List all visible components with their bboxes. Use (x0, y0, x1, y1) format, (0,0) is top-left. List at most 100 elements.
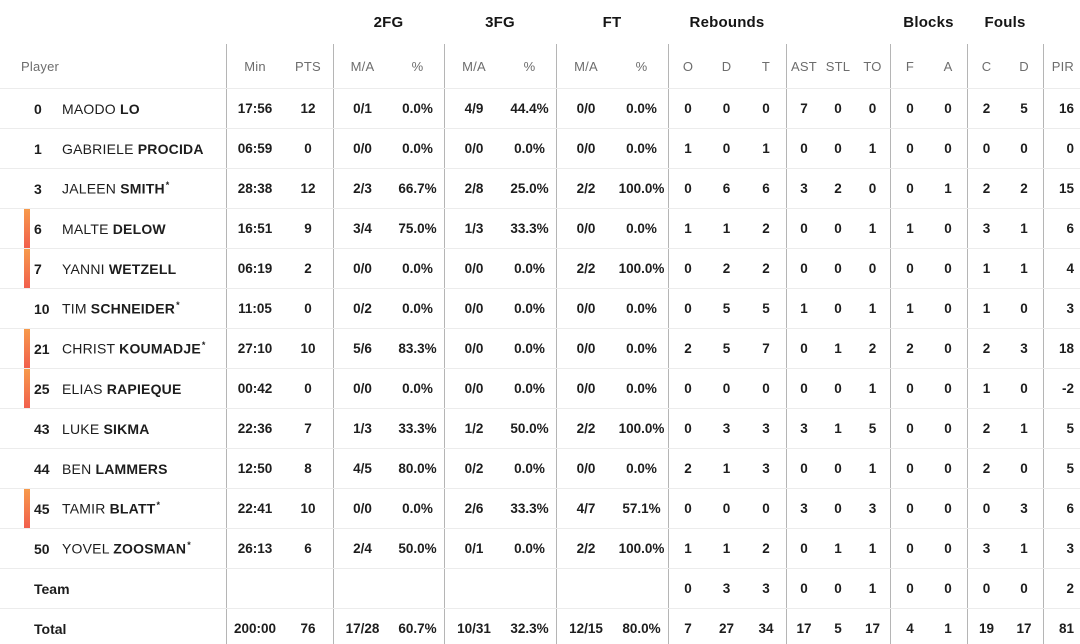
stat-pir: 0 (1043, 129, 1080, 168)
stat-pts: 0 (304, 141, 312, 156)
stat-stl: 2 (834, 181, 842, 196)
player-row[interactable]: 0 MAODO LO 17:56 12 0/1 0.0% 4/9 44.4% 0/0 0.0% 0 0… (0, 88, 1080, 128)
on-court-indicator (24, 489, 30, 528)
jersey-number: 3 (34, 180, 42, 197)
stat-fg2-ma: 1/3 (333, 409, 391, 448)
stat-ft-pct (615, 569, 668, 608)
stat-fg3-pct (503, 569, 556, 608)
stat-blk-a: 0 (944, 581, 952, 596)
jersey-number: 1 (34, 140, 42, 157)
stat-min: 200:00 (226, 609, 283, 644)
col-header-reb-d: D (721, 58, 732, 74)
stat-ft-ma: 0/0 (556, 449, 615, 488)
jersey-number: 10 (34, 300, 50, 317)
stat-ast: 0 (786, 569, 821, 608)
player-row[interactable]: 21 CHRIST KOUMADJE* 27:10 10 5/6 83.3% 0/0 0.0%… (0, 328, 1080, 368)
player-name[interactable]: YOVEL ZOOSMAN* (62, 540, 191, 557)
stat-fg2-ma: 3/4 (333, 209, 391, 248)
player-row[interactable]: 10 TIM SCHNEIDER* 11:05 0 0/2 0.0% 0/0 0.0% 0/0 0… (0, 288, 1080, 328)
player-row[interactable]: 7 YANNI WETZELL 06:19 2 0/0 0.0% 0/0 0.0% 2/2 100… (0, 248, 1080, 288)
player-row[interactable]: 6 MALTE DELOW 16:51 9 3/4 75.0% 1/3 33.3% 0/0 0.0… (0, 208, 1080, 248)
stat-blk-f: 0 (890, 529, 929, 568)
stat-to: 1 (868, 541, 877, 556)
stat-fg3-pct: 50.0% (510, 421, 549, 436)
on-court-indicator (24, 249, 30, 288)
stat-foul-c: 2 (967, 329, 1005, 368)
on-court-indicator (24, 369, 30, 408)
jersey-number: 44 (34, 460, 50, 477)
player-cell: Total (0, 609, 226, 644)
stat-fg3-pct: 44.4% (510, 101, 549, 116)
stat-pir: 5 (1043, 449, 1080, 488)
stat-to: 2 (868, 341, 877, 356)
stat-fg3-ma: 0/0 (444, 329, 503, 368)
stat-pir: 16 (1043, 89, 1080, 128)
col-header-blk-a: A (943, 58, 953, 74)
stat-blk-f: 0 (890, 489, 929, 528)
stat-reb-d: 3 (722, 421, 731, 436)
stat-fg3-pct: 0.0% (514, 261, 545, 276)
player-cell: 43 LUKE SIKMA (0, 409, 226, 448)
player-name[interactable]: GABRIELE PROCIDA (62, 140, 204, 157)
stat-fg3-ma: 0/0 (444, 249, 503, 288)
stat-ft-ma: 0/0 (556, 209, 615, 248)
stat-ft-ma: 2/2 (556, 169, 615, 208)
stat-foul-c: 2 (967, 169, 1005, 208)
stat-reb-o: 0 (668, 249, 707, 288)
player-row[interactable]: 1 GABRIELE PROCIDA 06:59 0 0/0 0.0% 0/0 0.0% 0/0… (0, 128, 1080, 168)
player-name[interactable]: YANNI WETZELL (62, 260, 177, 277)
player-row[interactable]: 3 JALEEN SMITH* 28:38 12 2/3 66.7% 2/8 25.0% 2/2… (0, 168, 1080, 208)
stat-min: 11:05 (226, 289, 283, 328)
player-name[interactable]: TIM SCHNEIDER* (62, 300, 180, 317)
player-name[interactable]: CHRIST KOUMADJE* (62, 340, 206, 357)
stat-pts: 9 (304, 221, 312, 236)
stat-ast: 0 (786, 449, 821, 488)
stat-ast: 1 (786, 289, 821, 328)
stat-fg3-pct: 0.0% (514, 301, 545, 316)
player-name[interactable]: LUKE SIKMA (62, 420, 150, 437)
group-header-2fg: 2FG (373, 13, 404, 31)
stat-foul-c: 1 (967, 249, 1005, 288)
on-court-indicator (24, 329, 30, 368)
player-name[interactable]: TAMIR BLATT* (62, 500, 161, 517)
stat-foul-c: 2 (967, 409, 1005, 448)
stat-fg3-pct: 33.3% (510, 501, 549, 516)
stat-fg3-pct: 0.0% (514, 381, 545, 396)
player-row[interactable]: 25 ELIAS RAPIEQUE 00:42 0 0/0 0.0% 0/0 0.0% 0/0 0… (0, 368, 1080, 408)
player-row[interactable]: 50 YOVEL ZOOSMAN* 26:13 6 2/4 50.0% 0/1 0.0% 2/2… (0, 528, 1080, 568)
player-row[interactable]: 43 LUKE SIKMA 22:36 7 1/3 33.3% 1/2 50.0% 2/2 100… (0, 408, 1080, 448)
player-row[interactable]: 45 TAMIR BLATT* 22:41 10 0/0 0.0% 2/6 33.3% 4/7 5… (0, 488, 1080, 528)
stat-pir: 3 (1043, 529, 1080, 568)
stat-pts: 0 (304, 301, 312, 316)
player-name[interactable]: MALTE DELOW (62, 220, 166, 237)
player-name[interactable]: JALEEN SMITH* (62, 180, 170, 197)
stat-blk-f: 0 (890, 249, 929, 288)
stat-blk-a: 0 (944, 101, 952, 116)
stat-foul-d: 1 (1020, 261, 1028, 276)
player-row[interactable]: 44 BEN LAMMERS 12:50 8 4/5 80.0% 0/2 0.0% 0/0 0.0… (0, 448, 1080, 488)
player-name[interactable]: MAODO LO (62, 100, 140, 117)
stat-to: 5 (868, 421, 877, 436)
group-header-ft: FT (602, 13, 622, 31)
stat-ast: 0 (786, 369, 821, 408)
stat-foul-d: 5 (1020, 101, 1028, 116)
jersey-number: 43 (34, 420, 50, 437)
stat-reb-d: 1 (722, 461, 731, 476)
stat-fg3-ma: 1/2 (444, 409, 503, 448)
stat-foul-c: 0 (967, 569, 1005, 608)
stat-pir: 6 (1043, 209, 1080, 248)
stat-ft-pct: 57.1% (622, 501, 661, 516)
stat-pts: 7 (304, 421, 312, 436)
stat-fg3-pct: 33.3% (510, 221, 549, 236)
col-header-2fg-ma: M/A (333, 44, 391, 88)
stat-pts: 8 (304, 461, 312, 476)
stat-reb-o: 1 (668, 209, 707, 248)
stat-reb-o: 0 (668, 169, 707, 208)
player-cell: 1 GABRIELE PROCIDA (0, 129, 226, 168)
stat-reb-d: 6 (722, 181, 731, 196)
player-name[interactable]: BEN LAMMERS (62, 460, 168, 477)
stat-pts: 10 (300, 341, 316, 356)
col-header-ft-pct: % (635, 58, 648, 74)
stat-foul-d: 1 (1020, 541, 1028, 556)
player-name[interactable]: ELIAS RAPIEQUE (62, 380, 182, 397)
